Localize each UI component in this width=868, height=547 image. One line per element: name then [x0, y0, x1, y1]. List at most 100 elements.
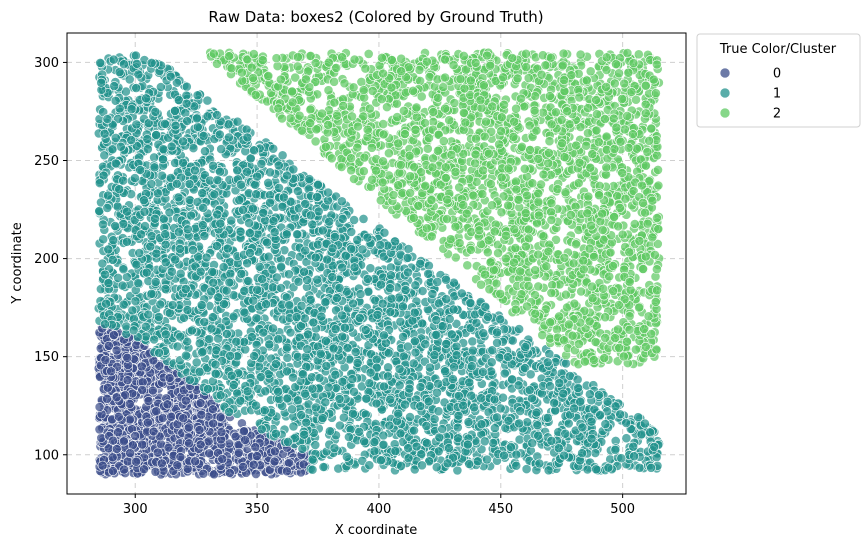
- data-point-series-0: [130, 430, 141, 441]
- data-point-series-0: [248, 459, 259, 470]
- data-point-series-0: [113, 411, 124, 422]
- data-point-series-1: [513, 380, 524, 391]
- data-point-series-1: [421, 420, 432, 431]
- data-point-series-1: [258, 327, 269, 338]
- data-point-series-1: [315, 348, 326, 359]
- data-point-series-1: [333, 463, 344, 474]
- data-point-series-1: [377, 298, 388, 309]
- data-point-series-0: [216, 427, 227, 437]
- data-point-series-0: [94, 424, 105, 435]
- data-point-series-1: [167, 300, 178, 310]
- data-point-series-1: [197, 347, 208, 357]
- data-point-series-1: [495, 403, 506, 414]
- data-point-series-1: [249, 145, 259, 156]
- data-point-series-1: [259, 405, 270, 416]
- data-point-series-1: [307, 219, 318, 230]
- data-point-series-1: [146, 178, 157, 189]
- data-point-series-1: [235, 395, 246, 406]
- data-point-series-1: [403, 267, 413, 278]
- data-point-series-1: [194, 366, 205, 377]
- data-point-series-1: [117, 280, 128, 291]
- data-point-series-1: [395, 428, 406, 439]
- data-point-series-1: [258, 207, 269, 218]
- data-point-series-1: [492, 412, 502, 423]
- data-point-series-1: [312, 274, 323, 285]
- data-point-series-1: [458, 400, 469, 411]
- data-point-series-1: [118, 264, 129, 275]
- data-point-series-1: [423, 268, 434, 279]
- data-point-series-1: [478, 328, 489, 339]
- data-point-series-1: [546, 435, 557, 446]
- data-point-series-1: [307, 464, 318, 475]
- data-point-series-1: [142, 134, 153, 144]
- data-point-series-1: [215, 390, 226, 401]
- data-point-series-1: [343, 432, 354, 442]
- data-point-series-1: [124, 74, 135, 85]
- data-point-series-1: [222, 243, 233, 254]
- data-point-series-1: [403, 443, 414, 453]
- data-point-series-1: [336, 196, 347, 207]
- data-point-series-1: [265, 197, 275, 208]
- data-point-series-1: [135, 165, 146, 175]
- data-point-series-1: [394, 363, 405, 374]
- data-point-series-0: [137, 439, 148, 450]
- data-point-series-0: [142, 417, 153, 428]
- data-point-series-1: [476, 419, 487, 430]
- data-point-series-1: [292, 229, 302, 240]
- data-point-series-1: [573, 383, 583, 393]
- data-point-series-1: [151, 130, 162, 140]
- data-point-series-1: [212, 209, 223, 220]
- data-point-series-1: [181, 81, 192, 92]
- data-point-series-1: [431, 462, 442, 473]
- data-point-series-1: [130, 50, 141, 61]
- data-point-series-1: [405, 412, 415, 422]
- data-point-series-1: [195, 266, 206, 277]
- data-point-series-1: [164, 207, 175, 218]
- data-point-series-0: [108, 466, 118, 476]
- data-point-series-0: [269, 456, 280, 467]
- data-point-series-1: [228, 379, 239, 390]
- data-point-series-1: [361, 393, 372, 404]
- data-point-series-0: [233, 447, 244, 458]
- data-point-series-1: [350, 347, 361, 357]
- data-point-series-1: [288, 164, 299, 175]
- data-point-series-1: [310, 440, 321, 450]
- data-point-series-1: [103, 278, 114, 288]
- data-point-series-1: [160, 329, 171, 340]
- data-point-series-1: [334, 420, 345, 431]
- data-point-series-1: [97, 258, 108, 269]
- data-point-series-1: [102, 114, 113, 124]
- data-point-series-1: [448, 304, 459, 315]
- data-point-series-1: [136, 229, 147, 240]
- data-point-series-1: [198, 130, 209, 141]
- data-point-series-1: [362, 232, 373, 243]
- data-point-series-0: [281, 466, 292, 477]
- data-point-series-1: [299, 266, 309, 277]
- data-point-series-1: [441, 338, 452, 349]
- data-point-series-1: [314, 373, 325, 383]
- data-point-series-0: [175, 452, 186, 462]
- data-point-series-1: [242, 258, 253, 269]
- data-point-series-0: [251, 451, 262, 461]
- data-point-series-1: [207, 312, 218, 322]
- data-point-series-0: [163, 442, 174, 453]
- data-point-series-1: [514, 324, 524, 334]
- data-point-series-1: [277, 201, 288, 212]
- data-point-series-1: [260, 386, 271, 397]
- data-point-series-1: [191, 357, 202, 368]
- data-point-series-1: [99, 128, 110, 139]
- data-point-series-0: [100, 354, 111, 365]
- data-point-series-1: [110, 158, 121, 169]
- data-point-series-0: [269, 446, 280, 457]
- data-point-series-1: [320, 297, 331, 308]
- data-points: [93, 47, 664, 480]
- data-point-series-1: [415, 258, 426, 269]
- data-point-series-1: [506, 442, 516, 453]
- data-point-series-1: [636, 429, 647, 440]
- data-point-series-1: [440, 366, 450, 377]
- data-point-series-1: [149, 162, 160, 173]
- data-point-series-1: [299, 313, 310, 324]
- data-point-series-1: [483, 311, 493, 322]
- data-point-series-1: [372, 309, 383, 320]
